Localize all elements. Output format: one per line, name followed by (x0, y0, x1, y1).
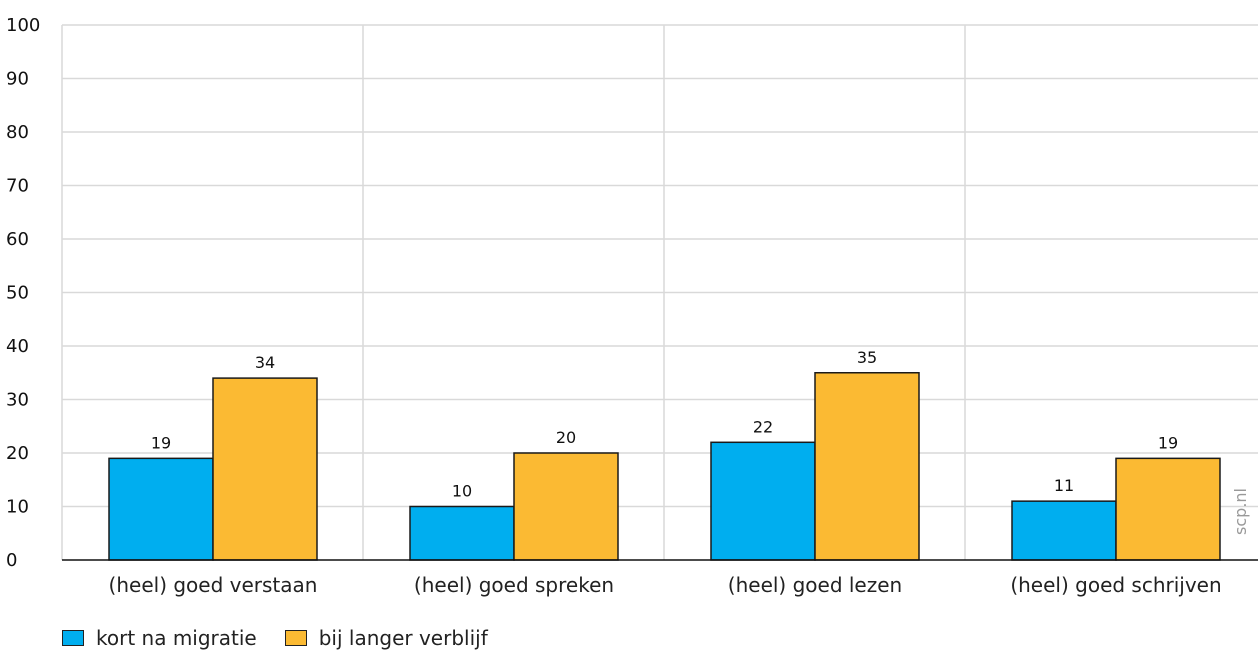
x-tick-label-4: (heel) goed schrijven (1010, 573, 1221, 597)
value-label-2-1: 34 (255, 353, 275, 372)
y-tick-label-20: 20 (6, 443, 29, 464)
bar-2-4 (1115, 457, 1221, 561)
value-label-2-3: 35 (857, 348, 877, 367)
x-tick-label-2: (heel) goed spreken (414, 573, 614, 597)
legend: kort na migratie bij langer verblijf (62, 626, 516, 650)
value-labels: 19 34 10 20 22 35 11 19 (151, 348, 1178, 501)
bar-2-2 (513, 452, 619, 561)
y-tick-label-50: 50 (6, 283, 29, 304)
legend-swatch-series-2 (284, 630, 307, 646)
legend-item-series-1: kort na migratie (62, 626, 257, 650)
source-label: scp.nl (1231, 488, 1250, 535)
bar-1-1 (108, 457, 214, 561)
bar-2-1 (212, 377, 318, 561)
value-label-2-4: 19 (1158, 433, 1178, 452)
bar-1-2 (409, 505, 515, 561)
bars (108, 372, 1221, 561)
y-tick-label-100: 100 (6, 15, 40, 36)
x-tick-label-3: (heel) goed lezen (728, 573, 902, 597)
legend-item-series-2: bij langer verblijf (284, 626, 488, 650)
y-tick-label-0: 0 (6, 550, 17, 571)
x-axis-labels: (heel) goed verstaan (heel) goed spreken (… (109, 573, 1222, 597)
bar-2-3 (814, 372, 920, 561)
bar-1-4 (1011, 500, 1117, 561)
y-tick-label-90: 90 (6, 69, 29, 90)
y-tick-label-60: 60 (6, 229, 29, 250)
value-label-1-3: 22 (753, 417, 773, 436)
y-tick-label-30: 30 (6, 390, 29, 411)
value-label-1-1: 19 (151, 433, 171, 452)
y-tick-label-80: 80 (6, 122, 29, 143)
y-tick-label-10: 10 (6, 497, 29, 518)
y-axis-ticks: 0 10 20 30 40 50 60 70 80 90 100 (6, 15, 40, 571)
y-tick-label-40: 40 (6, 336, 29, 357)
legend-label-series-1: kort na migratie (96, 626, 257, 650)
value-label-2-2: 20 (556, 428, 576, 447)
x-tick-label-1: (heel) goed verstaan (109, 573, 318, 597)
value-label-1-4: 11 (1054, 476, 1074, 495)
value-label-1-2: 10 (452, 482, 472, 501)
legend-label-series-2: bij langer verblijf (318, 626, 488, 650)
y-tick-label-70: 70 (6, 176, 29, 197)
bar-1-3 (710, 441, 816, 561)
legend-swatch-series-1 (62, 630, 84, 646)
